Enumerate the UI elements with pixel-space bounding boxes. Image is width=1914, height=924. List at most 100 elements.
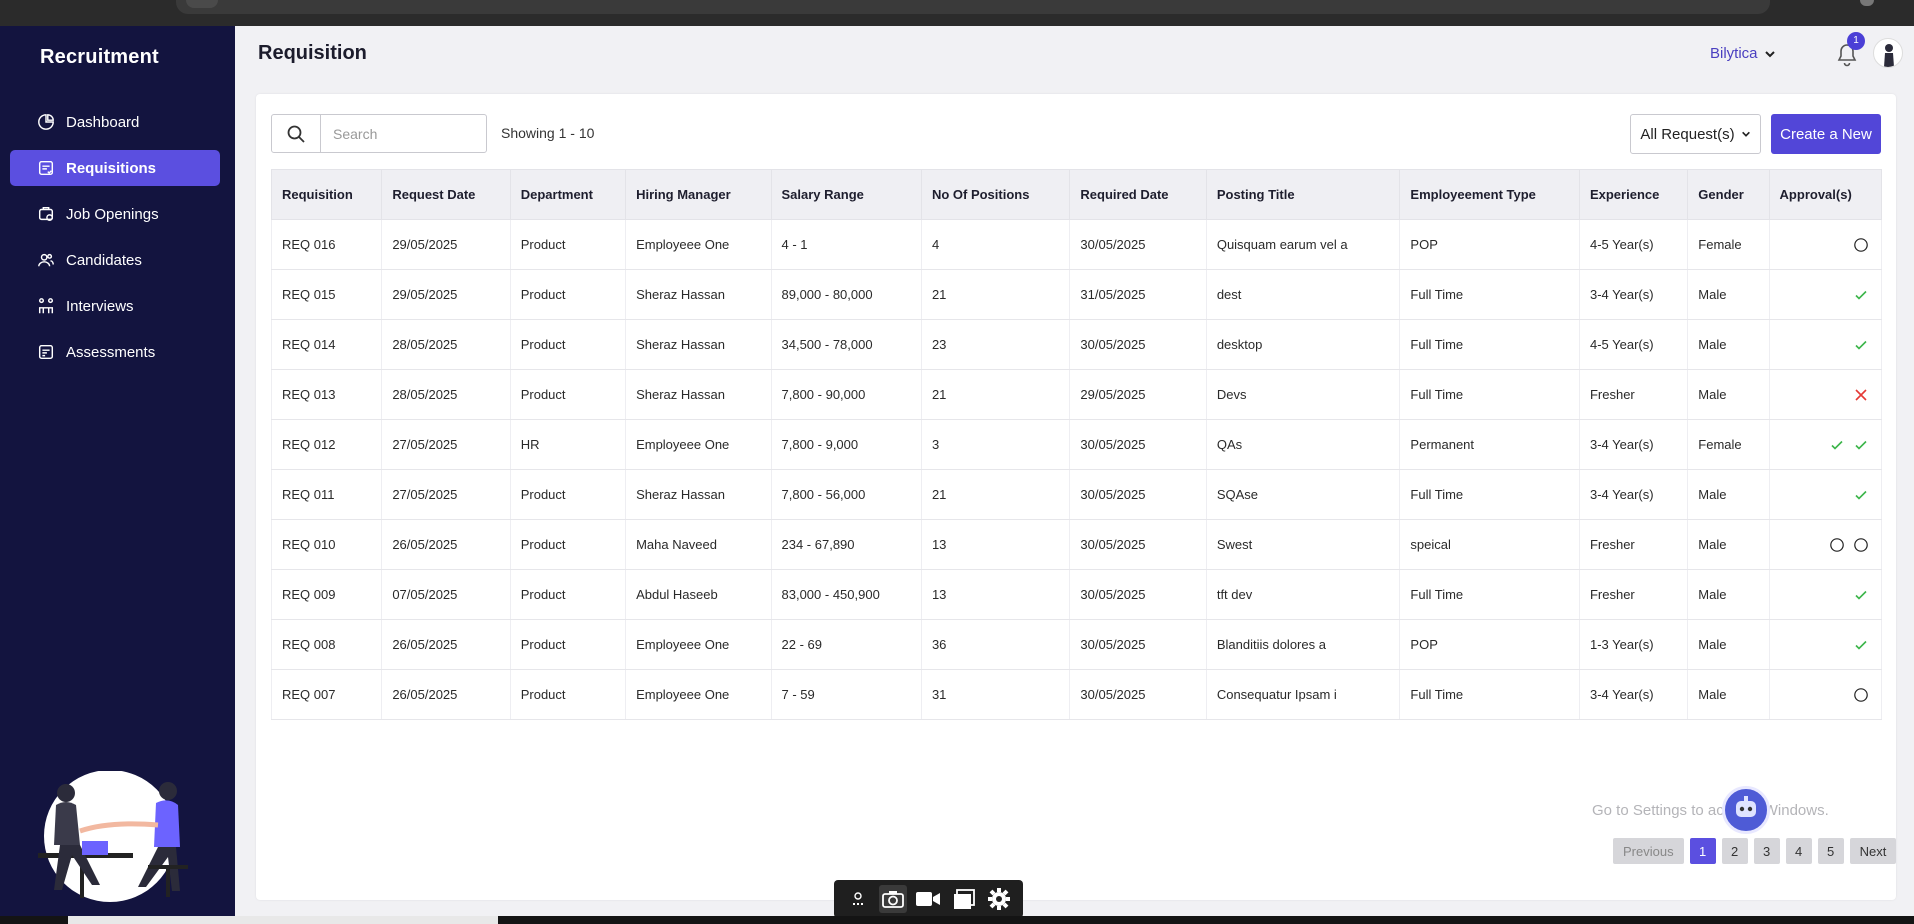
table-row[interactable]: REQ 013 28/05/2025 Product Sheraz Hassan 7,8…: [270, 369, 1883, 420]
table-cell: 30/05/2025: [1069, 519, 1207, 570]
table-row[interactable]: REQ 009 07/05/2025 Product Abdul Haseeb 83,0…: [270, 569, 1883, 620]
table-row[interactable]: REQ 008 26/05/2025 Product Employeee One 22 …: [270, 619, 1883, 670]
approval-cell[interactable]: [1768, 669, 1883, 720]
table-cell: Employeee One: [625, 669, 772, 720]
video-camera-icon[interactable]: [914, 885, 942, 913]
approval-cell[interactable]: [1768, 519, 1883, 570]
table-row[interactable]: REQ 010 26/05/2025 Product Maha Naveed 234 -…: [270, 519, 1883, 570]
table-cell: 4 - 1: [770, 219, 922, 270]
previous-page-button[interactable]: Previous: [1613, 838, 1684, 864]
request-filter-select[interactable]: All Request(s): [1630, 114, 1761, 154]
window-capture-icon[interactable]: [950, 885, 978, 913]
table-cell: Male: [1687, 469, 1770, 520]
table-cell: Employeee One: [625, 419, 772, 470]
approval-cell[interactable]: [1768, 369, 1883, 420]
org-selector[interactable]: Bilytica: [1710, 45, 1776, 62]
create-new-button[interactable]: Create a New: [1771, 114, 1881, 154]
table-cell: 31/05/2025: [1069, 269, 1207, 320]
approval-cell[interactable]: [1768, 469, 1883, 520]
approval-cell[interactable]: [1768, 219, 1883, 270]
camera-icon[interactable]: [879, 885, 908, 913]
table-cell: 30/05/2025: [1069, 569, 1207, 620]
approval-cell[interactable]: [1768, 619, 1883, 670]
approval-cell[interactable]: [1768, 269, 1883, 320]
search-input[interactable]: [320, 114, 487, 153]
table-cell: Product: [509, 269, 627, 320]
table-cell: REQ 014: [270, 319, 383, 370]
interviews-icon: [36, 296, 56, 316]
capture-options-icon[interactable]: [844, 885, 872, 913]
sidebar-item-candidates[interactable]: Candidates: [10, 242, 220, 278]
table-cell: 7,800 - 56,000: [770, 469, 922, 520]
gear-icon[interactable]: [985, 885, 1013, 913]
org-name: Bilytica: [1710, 45, 1758, 62]
pending-circle-icon: [1854, 687, 1868, 702]
table-row[interactable]: REQ 015 29/05/2025 Product Sheraz Hassan 89,…: [270, 269, 1883, 320]
sidebar-item-label: Dashboard: [66, 113, 140, 131]
table-row[interactable]: REQ 007 26/05/2025 Product Employeee One 7 -…: [270, 669, 1883, 720]
table-cell: REQ 011: [270, 469, 383, 520]
table-cell: Product: [509, 319, 627, 370]
table-cell: REQ 008: [270, 619, 383, 670]
sidebar-item-assessments[interactable]: Assessments: [10, 334, 220, 370]
approval-cell[interactable]: [1768, 419, 1883, 470]
table-cell: 26/05/2025: [381, 619, 511, 670]
robot-icon: [1736, 796, 1756, 817]
column-header: Salary Range: [770, 169, 922, 220]
page-button-3[interactable]: 3: [1753, 838, 1780, 864]
table-cell: Employeee One: [625, 619, 772, 670]
table-cell: Blanditiis dolores a: [1205, 619, 1401, 670]
table-cell: 21: [920, 369, 1071, 420]
pending-circle-icon: [1830, 537, 1844, 552]
page-button-4[interactable]: 4: [1785, 838, 1812, 864]
page-button-1[interactable]: 1: [1689, 838, 1716, 864]
sidebar-item-job-openings[interactable]: Job Openings: [10, 196, 220, 232]
page-button-5[interactable]: 5: [1817, 838, 1844, 864]
avatar[interactable]: [1873, 38, 1903, 68]
browser-top-bar: [0, 0, 1914, 26]
table-row[interactable]: REQ 011 27/05/2025 Product Sheraz Hassan 7,8…: [270, 469, 1883, 520]
sidebar-item-dashboard[interactable]: Dashboard: [10, 104, 220, 140]
table-cell: Full Time: [1399, 269, 1580, 320]
table-cell: 83,000 - 450,900: [770, 569, 922, 620]
table-cell: 21: [920, 469, 1071, 520]
table-cell: 30/05/2025: [1069, 219, 1207, 270]
column-header: Employeement Type: [1399, 169, 1580, 220]
sidebar-item-interviews[interactable]: Interviews: [10, 288, 220, 324]
table-cell: POP: [1399, 619, 1580, 670]
table-cell: Swest: [1205, 519, 1401, 570]
table-row[interactable]: REQ 016 29/05/2025 Product Employeee One 4 -…: [270, 219, 1883, 270]
sidebar-item-requisitions[interactable]: Requisitions: [10, 150, 220, 186]
table-cell: Fresher: [1578, 569, 1689, 620]
sidebar-item-label: Requisitions: [66, 159, 157, 177]
table-cell: Sheraz Hassan: [625, 369, 772, 420]
table-cell: Male: [1687, 269, 1770, 320]
table-cell: 28/05/2025: [381, 319, 511, 370]
table-row[interactable]: REQ 012 27/05/2025 HR Employeee One 7,800 - …: [270, 419, 1883, 470]
next-page-button[interactable]: Next: [1849, 838, 1897, 864]
sidebar-item-label: Assessments: [66, 343, 156, 361]
notification-badge: 1: [1847, 32, 1865, 50]
table-row[interactable]: REQ 014 28/05/2025 Product Sheraz Hassan 34,…: [270, 319, 1883, 370]
check-icon: [1855, 490, 1867, 500]
windows-activation-watermark: Go to Settings to activate Windows.: [1592, 802, 1829, 819]
page-button-2[interactable]: 2: [1721, 838, 1748, 864]
chatbot-button[interactable]: [1722, 786, 1770, 834]
pending-circle-icon: [1854, 237, 1868, 252]
main-content: Requisition Bilytica 1 Showing 1 - 10 Al…: [235, 26, 1914, 916]
table-cell: Male: [1687, 519, 1770, 570]
table-cell: Male: [1687, 369, 1770, 420]
address-bar[interactable]: [176, 0, 1770, 14]
table-cell: speical: [1399, 519, 1580, 570]
table-cell: Full Time: [1399, 569, 1580, 620]
approval-cell[interactable]: [1768, 569, 1883, 620]
table-cell: 7,800 - 9,000: [770, 419, 922, 470]
taskbar-window-stub: [68, 916, 498, 924]
search-button[interactable]: [271, 114, 321, 153]
table-cell: HR: [509, 419, 627, 470]
approval-cell[interactable]: [1768, 319, 1883, 370]
pending-circle-icon: [1854, 537, 1868, 552]
table-cell: 1-3 Year(s): [1578, 619, 1689, 670]
table-cell: Product: [509, 569, 627, 620]
table-cell: 27/05/2025: [381, 469, 511, 520]
